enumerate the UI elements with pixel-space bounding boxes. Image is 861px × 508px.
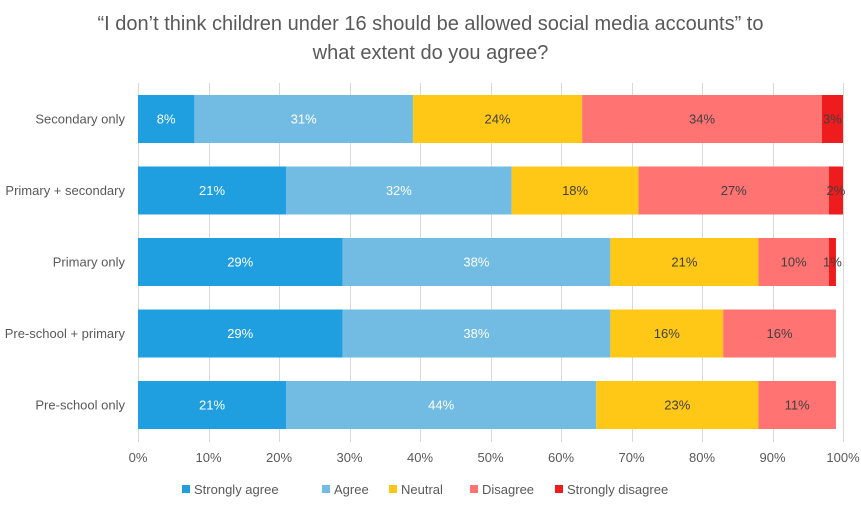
bar-segment (342, 238, 611, 286)
x-tick-label: 20% (266, 450, 292, 465)
bar-segment (596, 381, 759, 429)
data-label: 29% (227, 255, 253, 270)
data-label: 23% (664, 398, 690, 413)
bar-segment (138, 238, 343, 286)
x-tick-label: 70% (618, 450, 644, 465)
bar-segment (582, 95, 822, 143)
data-label: 29% (227, 326, 253, 341)
data-label: 10% (781, 255, 807, 270)
data-label: 21% (199, 183, 225, 198)
bar-segment (638, 166, 829, 215)
category-label: Pre-school only (35, 398, 125, 413)
bar-segment (610, 309, 724, 358)
bar-segment (723, 309, 836, 358)
bar-segment (194, 95, 413, 143)
data-label: 21% (671, 255, 697, 270)
data-label: 21% (199, 398, 225, 413)
legend-swatch (322, 485, 330, 493)
legend-entry: Neutral (401, 482, 443, 497)
category-label: Primary only (53, 255, 126, 270)
bar-segment (828, 238, 836, 286)
data-label: 11% (785, 398, 810, 413)
legend-swatch (389, 485, 397, 493)
data-label: 44% (428, 398, 454, 413)
data-label: 34% (689, 112, 715, 127)
bar-segment (286, 166, 512, 215)
data-label: 8% (157, 112, 176, 127)
data-label: 24% (485, 112, 511, 127)
legend: Strongly agree Agree Neutral Disagree Strong… (182, 482, 668, 497)
category-labels: Secondary only Primary + secondary Primary… (5, 112, 126, 413)
data-label: 27% (721, 183, 747, 198)
chart-title-line-2: what extent do you agree? (312, 42, 549, 64)
data-label: 32% (386, 183, 412, 198)
data-label: 18% (562, 183, 588, 198)
legend-entry: Agree (334, 482, 369, 497)
bar-segment (758, 381, 836, 429)
bar-segment (610, 238, 759, 286)
bar-segment (821, 95, 843, 143)
bar-segment (286, 381, 597, 429)
x-tick-label: 0% (129, 450, 148, 465)
data-label: 16% (654, 326, 680, 341)
x-tick-label: 30% (336, 450, 362, 465)
category-label: Primary + secondary (5, 183, 125, 198)
legend-entry: Strongly disagree (567, 482, 668, 497)
bar-segment (828, 166, 843, 215)
legend-swatch (470, 485, 478, 493)
legend-swatch (555, 485, 563, 493)
bars: 8% 31% 24% 34% 3% 21% 32% 18% 27% 2% 29% 38% 21% 10% 1… (138, 95, 846, 429)
x-tick-label: 90% (759, 450, 785, 465)
bar-segment (412, 95, 583, 143)
data-label: 31% (291, 112, 317, 127)
chart-title-line-1: “I don’t think children under 16 should … (97, 13, 764, 35)
bar-segment (138, 166, 287, 215)
bar-segment (511, 166, 639, 215)
bar-segment (138, 95, 195, 143)
legend-swatch (182, 485, 190, 493)
bar-segment (138, 381, 287, 429)
data-label: 2% (827, 183, 846, 198)
data-label: 16% (767, 326, 793, 341)
x-tick-label: 40% (407, 450, 433, 465)
x-tick-label: 50% (477, 450, 503, 465)
x-tick-labels: 0% 10% 20% 30% 40% 50% 60% 70% 80% 90% 100% (129, 450, 860, 465)
data-label: 38% (463, 255, 489, 270)
chart-title: “I don’t think children under 16 should … (0, 10, 861, 68)
data-label: 3% (823, 112, 842, 127)
category-label: Secondary only (35, 112, 125, 127)
data-label: 38% (463, 326, 489, 341)
bar-segment (758, 238, 829, 286)
x-tick-label: 80% (689, 450, 715, 465)
legend-entry: Disagree (482, 482, 534, 497)
x-tick-label: 10% (195, 450, 221, 465)
data-label: 1% (823, 255, 842, 270)
bar-segment (138, 309, 343, 358)
x-tick-label: 60% (548, 450, 574, 465)
x-tick-label: 100% (826, 450, 860, 465)
bar-segment (342, 309, 611, 358)
category-label: Pre-school + primary (5, 326, 126, 341)
legend-entry: Strongly agree (194, 482, 279, 497)
